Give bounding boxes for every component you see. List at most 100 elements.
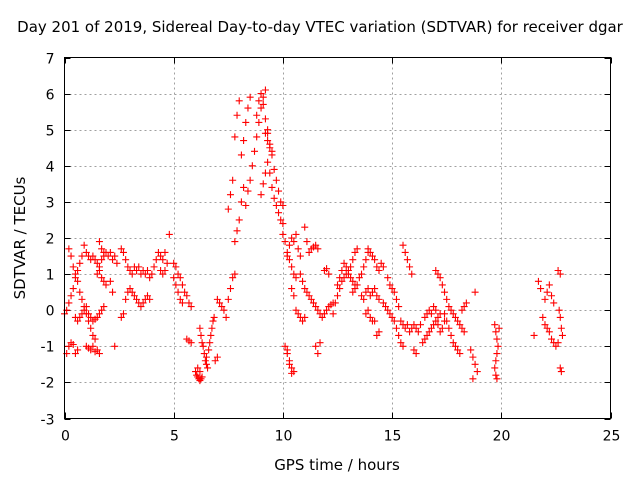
data-point-plus-marker [277,198,285,206]
data-point-plus-marker [106,248,114,256]
data-point-plus-marker [257,191,265,199]
data-segment [320,265,333,278]
data-segment [165,230,195,311]
data-point-plus-marker [176,274,184,282]
data-point-plus-marker [410,321,418,329]
data-point-plus-marker [91,335,99,343]
data-segment [554,266,566,376]
data-point-plus-marker [491,321,499,329]
data-point-plus-marker [111,342,119,350]
data-point-plus-marker [358,270,366,278]
data-point-plus-marker [80,306,88,314]
data-point-plus-marker [375,328,383,336]
data-point-plus-marker [469,353,477,361]
data-point-plus-marker [259,180,267,188]
data-point-plus-marker [537,285,545,293]
data-point-plus-marker [210,313,218,321]
data-point-plus-marker [161,248,169,256]
data-point-plus-marker [146,295,154,303]
data-point-plus-marker [545,328,553,336]
data-point-plus-marker [548,335,556,343]
data-point-plus-marker [111,252,119,260]
data-point-plus-marker [272,176,280,184]
data-point-plus-marker [491,364,499,372]
data-point-plus-marker [208,324,216,332]
data-point-plus-marker [268,183,276,191]
data-point-plus-marker [447,331,455,339]
data-point-plus-marker [176,295,184,303]
data-point-plus-marker [139,299,147,307]
data-point-plus-marker [434,313,442,321]
data-segment [419,317,449,347]
data-point-plus-marker [338,266,346,274]
data-point-plus-marker [460,328,468,336]
data-point-plus-marker [170,259,178,267]
data-point-plus-marker [353,281,361,289]
data-point-plus-marker [231,238,239,246]
data-point-plus-marker [364,306,372,314]
data-segment [384,274,403,311]
data-point-plus-marker [434,321,442,329]
data-segment [279,230,300,300]
data-segment [329,245,361,318]
data-point-plus-marker [366,248,374,256]
data-segment [397,317,424,336]
data-point-plus-marker [290,270,298,278]
y-tick-label: 0 [46,304,55,320]
data-point-plus-marker [146,274,154,282]
data-point-plus-marker [78,310,86,318]
data-point-plus-marker [183,292,191,300]
data-point-plus-marker [294,245,302,253]
data-segment [71,303,90,325]
data-segment [130,263,158,282]
data-point-plus-marker [272,202,280,210]
data-point-plus-marker [76,259,84,267]
data-point-plus-marker [87,346,95,354]
data-point-plus-marker [362,288,370,296]
data-point-plus-marker [492,371,500,379]
y-tick-label: 4 [46,160,55,176]
data-point-plus-marker [432,306,440,314]
data-point-plus-marker [351,285,359,293]
data-point-plus-marker [294,310,302,318]
data-segment [106,277,119,350]
data-point-plus-marker [65,245,73,253]
data-point-plus-marker [251,147,259,155]
data-point-plus-marker [349,277,357,285]
data-point-plus-marker [373,263,381,271]
data-point-plus-marker [213,353,221,361]
plot-frame [64,57,611,419]
data-point-plus-marker [201,357,209,365]
data-point-plus-marker [366,292,374,300]
data-point-plus-marker [74,317,82,325]
data-point-plus-marker [471,360,479,368]
data-point-plus-marker [539,313,547,321]
data-point-plus-marker [296,252,304,260]
data-point-plus-marker [493,350,501,358]
data-point-plus-marker [554,339,562,347]
data-point-plus-marker [113,259,121,267]
data-point-plus-marker [257,104,265,112]
data-point-plus-marker [117,313,125,321]
data-point-plus-marker [117,245,125,253]
data-point-plus-marker [152,256,160,264]
data-point-plus-marker [314,306,322,314]
data-point-plus-marker [554,266,562,274]
data-point-plus-marker [98,245,106,253]
data-point-plus-marker [406,328,414,336]
data-segment [432,266,451,303]
data-point-plus-marker [244,104,252,112]
data-point-plus-marker [283,252,291,260]
data-segment [364,245,387,274]
data-point-plus-marker [545,281,553,289]
data-point-plus-marker [246,93,254,101]
data-point-plus-marker [178,299,186,307]
data-point-plus-marker [242,202,250,210]
data-point-plus-marker [471,288,479,296]
data-point-plus-marker [473,368,481,376]
data-segment [379,299,407,350]
data-point-plus-marker [386,281,394,289]
x-tick-label: 25 [603,429,621,445]
data-point-plus-marker [163,259,171,267]
data-point-plus-marker [412,324,420,332]
